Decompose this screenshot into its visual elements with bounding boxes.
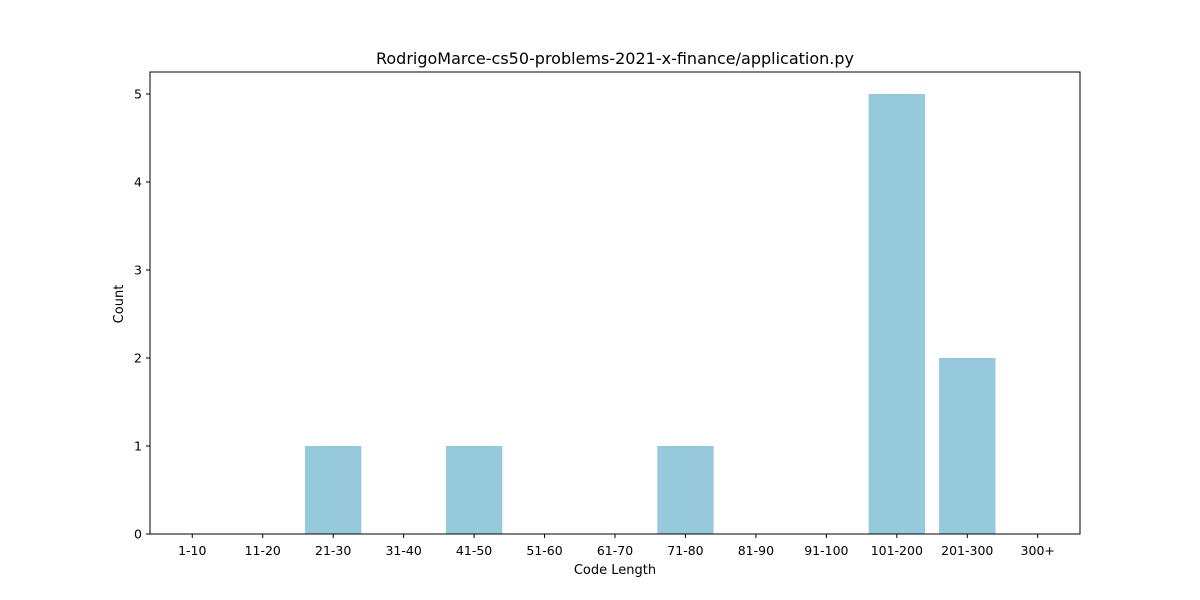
- x-tick-label: 91-100: [804, 543, 848, 558]
- y-tick-label: 0: [134, 527, 142, 542]
- y-tick-label: 2: [134, 351, 142, 366]
- bars-group: [305, 94, 996, 534]
- x-tick-label: 81-90: [738, 543, 774, 558]
- y-axis-ticks: 0 1 2 3 4 5: [134, 87, 150, 542]
- chart-title: RodrigoMarce-cs50-problems-2021-x-financ…: [376, 49, 854, 68]
- x-tick-label: 201-300: [941, 543, 993, 558]
- x-tick-label: 71-80: [667, 543, 703, 558]
- x-tick-label: 1-10: [178, 543, 206, 558]
- y-tick-label: 4: [134, 175, 142, 190]
- y-tick-label: 1: [134, 439, 142, 454]
- x-axis-ticks: 1-10 11-20 21-30 31-40 41-50 51-60 61-70 71-80 8…: [178, 534, 1055, 558]
- x-tick-label: 101-200: [871, 543, 923, 558]
- x-tick-label: 31-40: [385, 543, 421, 558]
- x-tick-label: 61-70: [597, 543, 633, 558]
- x-tick-label: 11-20: [245, 543, 281, 558]
- bar-71-80: [657, 446, 714, 534]
- y-tick-label: 3: [134, 263, 142, 278]
- x-tick-label: 300+: [1021, 543, 1055, 558]
- y-axis-label: Count: [112, 285, 127, 324]
- x-tick-label: 41-50: [456, 543, 492, 558]
- bar-101-200: [868, 94, 925, 534]
- bar-21-30: [305, 446, 362, 534]
- x-axis-label: Code Length: [574, 563, 656, 578]
- x-tick-label: 51-60: [526, 543, 562, 558]
- y-tick-label: 5: [134, 87, 142, 102]
- bar-201-300: [939, 358, 996, 534]
- bar-41-50: [445, 446, 503, 534]
- x-tick-label: 21-30: [315, 543, 351, 558]
